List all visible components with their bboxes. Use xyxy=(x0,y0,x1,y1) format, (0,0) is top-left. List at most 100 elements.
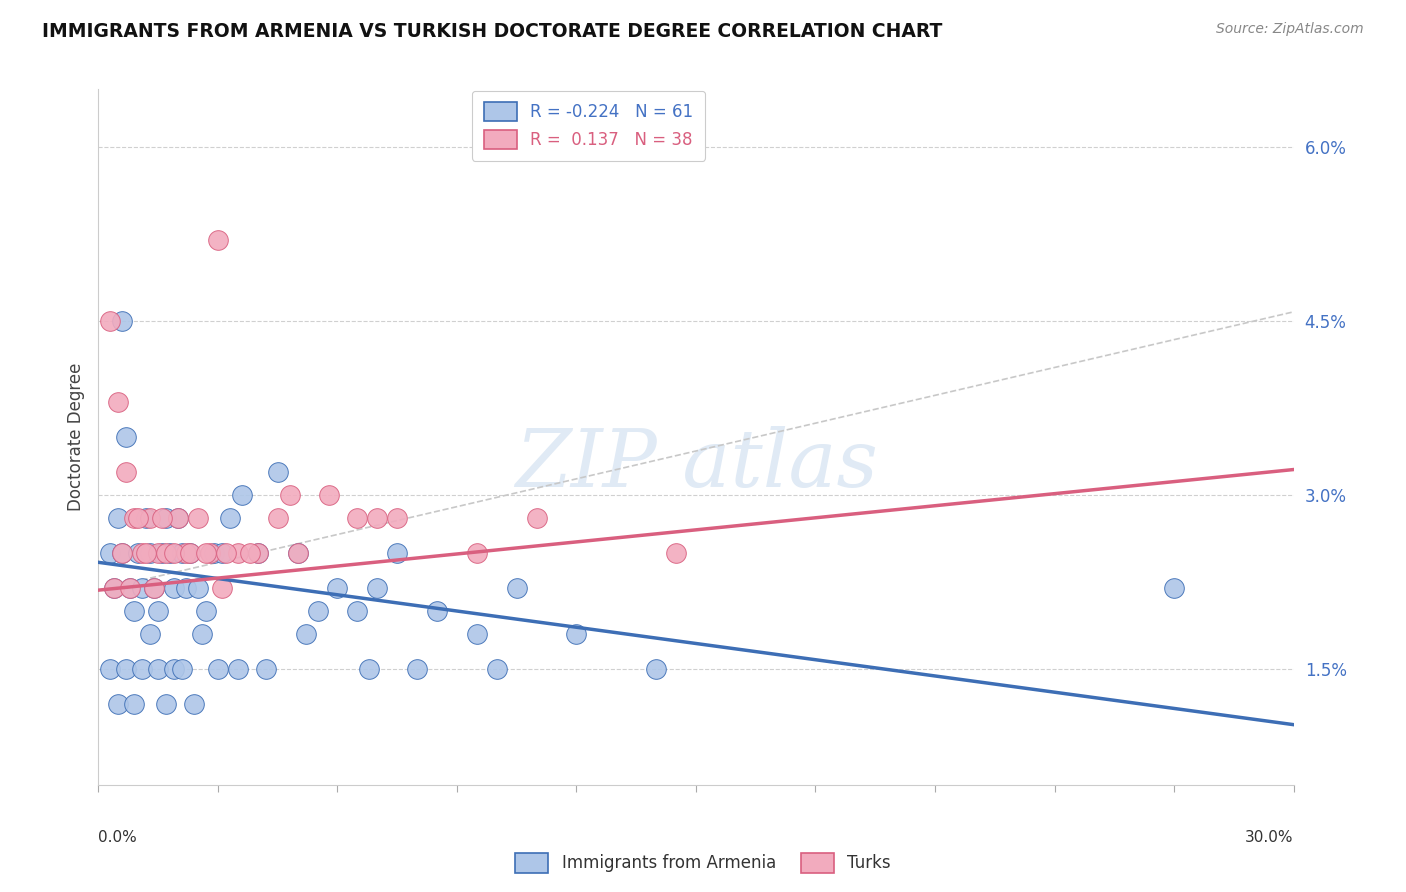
Point xyxy=(287,546,309,560)
Point xyxy=(174,546,197,560)
Point xyxy=(143,581,166,595)
Point xyxy=(167,511,190,525)
Point xyxy=(163,662,186,676)
Point xyxy=(506,581,529,595)
Point xyxy=(127,546,149,560)
Point xyxy=(665,546,688,560)
Point xyxy=(115,662,138,676)
Point xyxy=(135,511,157,525)
Point xyxy=(139,627,162,641)
Point xyxy=(207,233,229,247)
Point xyxy=(231,488,253,502)
Point xyxy=(195,604,218,618)
Point xyxy=(131,546,153,560)
Legend: Immigrants from Armenia, Turks: Immigrants from Armenia, Turks xyxy=(508,847,898,880)
Point xyxy=(159,546,181,560)
Point xyxy=(139,511,162,525)
Point xyxy=(267,511,290,525)
Point xyxy=(326,581,349,595)
Point xyxy=(124,697,146,711)
Point xyxy=(111,314,134,328)
Point xyxy=(226,662,249,676)
Point xyxy=(103,581,125,595)
Point xyxy=(215,546,238,560)
Point xyxy=(278,488,301,502)
Point xyxy=(211,581,233,595)
Point xyxy=(307,604,329,618)
Point xyxy=(111,546,134,560)
Point xyxy=(202,546,225,560)
Point xyxy=(267,465,290,479)
Text: IMMIGRANTS FROM ARMENIA VS TURKISH DOCTORATE DEGREE CORRELATION CHART: IMMIGRANTS FROM ARMENIA VS TURKISH DOCTO… xyxy=(42,22,942,41)
Point xyxy=(226,546,249,560)
Point xyxy=(318,488,340,502)
Point xyxy=(366,511,388,525)
Legend: R = -0.224   N = 61, R =  0.137   N = 38: R = -0.224 N = 61, R = 0.137 N = 38 xyxy=(472,91,704,161)
Point xyxy=(163,546,186,560)
Point xyxy=(485,662,508,676)
Point xyxy=(155,511,177,525)
Point xyxy=(143,581,166,595)
Point xyxy=(406,662,429,676)
Point xyxy=(103,581,125,595)
Point xyxy=(246,546,269,560)
Point xyxy=(139,546,162,560)
Point xyxy=(115,465,138,479)
Point xyxy=(135,546,157,560)
Y-axis label: Doctorate Degree: Doctorate Degree xyxy=(66,363,84,511)
Point xyxy=(565,627,588,641)
Text: Source: ZipAtlas.com: Source: ZipAtlas.com xyxy=(1216,22,1364,37)
Point xyxy=(120,581,142,595)
Point xyxy=(127,511,149,525)
Point xyxy=(179,546,201,560)
Point xyxy=(131,581,153,595)
Point xyxy=(385,546,409,560)
Point xyxy=(219,511,242,525)
Point xyxy=(107,697,129,711)
Point xyxy=(1163,581,1185,595)
Point xyxy=(150,511,173,525)
Point xyxy=(359,662,381,676)
Point xyxy=(191,627,214,641)
Point xyxy=(107,395,129,409)
Point xyxy=(346,604,368,618)
Point xyxy=(426,604,449,618)
Text: 0.0%: 0.0% xyxy=(98,830,138,846)
Point xyxy=(254,662,277,676)
Point xyxy=(120,581,142,595)
Point xyxy=(98,314,122,328)
Point xyxy=(179,546,201,560)
Point xyxy=(148,546,170,560)
Point xyxy=(211,546,233,560)
Point xyxy=(195,546,218,560)
Point xyxy=(172,546,194,560)
Text: ZIP atlas: ZIP atlas xyxy=(515,426,877,504)
Text: 30.0%: 30.0% xyxy=(1246,830,1294,846)
Point xyxy=(198,546,221,560)
Point xyxy=(187,581,209,595)
Point xyxy=(366,581,388,595)
Point xyxy=(246,546,269,560)
Point xyxy=(187,511,209,525)
Point xyxy=(111,546,134,560)
Point xyxy=(172,662,194,676)
Point xyxy=(174,581,197,595)
Point xyxy=(465,546,488,560)
Point xyxy=(150,546,173,560)
Point xyxy=(465,627,488,641)
Point xyxy=(385,511,409,525)
Point xyxy=(115,430,138,444)
Point xyxy=(163,581,186,595)
Point xyxy=(526,511,548,525)
Point xyxy=(155,546,177,560)
Point xyxy=(207,662,229,676)
Point xyxy=(287,546,309,560)
Point xyxy=(155,697,177,711)
Point xyxy=(124,511,146,525)
Point xyxy=(148,604,170,618)
Point xyxy=(124,604,146,618)
Point xyxy=(107,511,129,525)
Point xyxy=(645,662,668,676)
Point xyxy=(183,697,205,711)
Point xyxy=(98,546,122,560)
